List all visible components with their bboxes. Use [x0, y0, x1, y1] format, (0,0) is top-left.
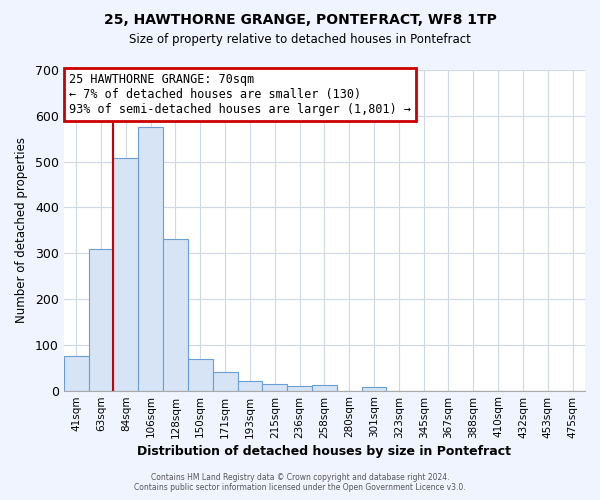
Text: Contains HM Land Registry data © Crown copyright and database right 2024.
Contai: Contains HM Land Registry data © Crown c… — [134, 473, 466, 492]
Y-axis label: Number of detached properties: Number of detached properties — [15, 138, 28, 324]
Text: 25 HAWTHORNE GRANGE: 70sqm
← 7% of detached houses are smaller (130)
93% of semi: 25 HAWTHORNE GRANGE: 70sqm ← 7% of detac… — [69, 73, 411, 116]
Bar — [213, 372, 238, 390]
X-axis label: Distribution of detached houses by size in Pontefract: Distribution of detached houses by size … — [137, 444, 511, 458]
Bar — [138, 127, 163, 390]
Text: 25, HAWTHORNE GRANGE, PONTEFRACT, WF8 1TP: 25, HAWTHORNE GRANGE, PONTEFRACT, WF8 1T… — [104, 12, 496, 26]
Bar — [362, 387, 386, 390]
Bar — [287, 386, 312, 390]
Bar — [312, 384, 337, 390]
Bar — [89, 248, 113, 390]
Bar — [188, 360, 213, 390]
Bar — [64, 356, 89, 390]
Bar — [163, 240, 188, 390]
Text: Size of property relative to detached houses in Pontefract: Size of property relative to detached ho… — [129, 32, 471, 46]
Bar — [262, 384, 287, 390]
Bar — [238, 382, 262, 390]
Bar — [113, 158, 138, 390]
